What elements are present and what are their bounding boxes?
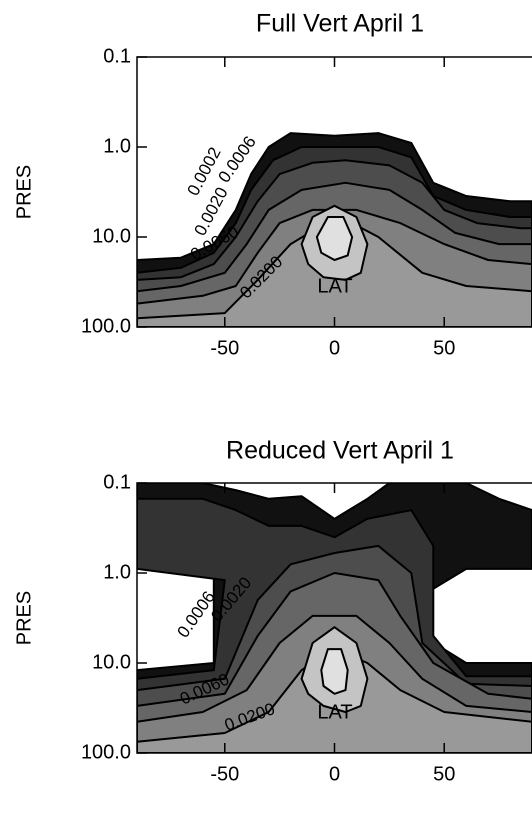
x-axis-label: LAT: [317, 275, 352, 297]
y-axis-label: PRES: [13, 165, 35, 219]
contour-region: [315, 216, 354, 261]
y-tick-label: 100.0: [81, 741, 131, 763]
plot-frame: [136, 56, 532, 328]
y-tick-label: 1.0: [103, 135, 131, 157]
y-tick-label: 0.1: [103, 45, 131, 67]
chart-title: Full Vert April 1: [256, 10, 424, 38]
chart-title: Reduced Vert April 1: [226, 437, 454, 465]
y-tick-label: 1.0: [103, 561, 131, 583]
contour-region: [320, 648, 349, 695]
x-tick-label: -50: [210, 337, 239, 359]
y-tick-label: 10.0: [92, 225, 131, 247]
x-tick-label: 0: [329, 763, 340, 785]
y-tick-label: 100.0: [81, 315, 131, 337]
x-axis-label: LAT: [317, 701, 352, 723]
x-tick-label: 50: [433, 337, 455, 359]
x-tick-label: -50: [210, 763, 239, 785]
y-tick-label: 10.0: [92, 651, 131, 673]
plot-area: [137, 483, 532, 753]
x-tick-label: 0: [329, 337, 340, 359]
y-tick-label: 0.1: [103, 471, 131, 493]
x-tick-label: 50: [433, 763, 455, 785]
plot-area: [137, 57, 532, 327]
plot-frame: [136, 482, 532, 754]
y-axis-label: PRES: [13, 591, 35, 645]
